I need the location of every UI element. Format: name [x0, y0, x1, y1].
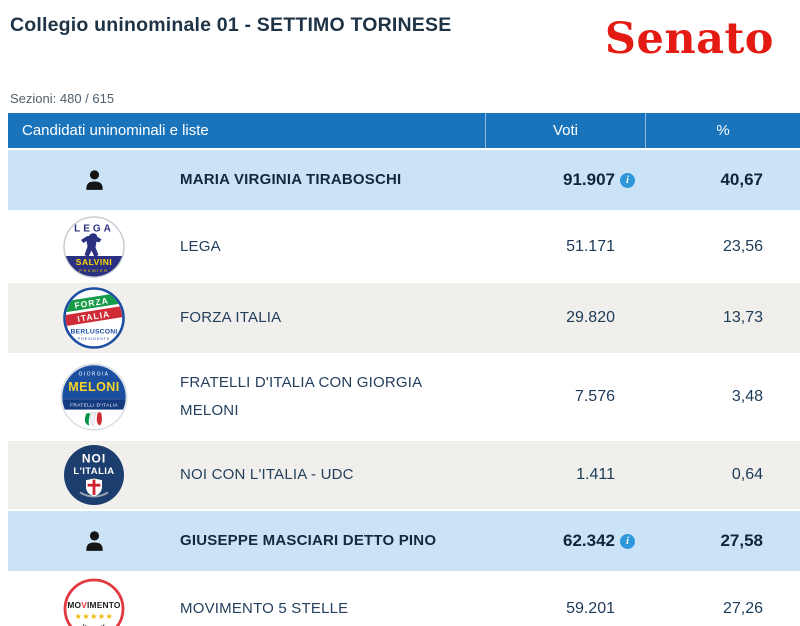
table-row-list: NOI L'ITALIA NOI CON L'ITALIA - UDC 1.41… — [8, 439, 800, 509]
lega-logo-icon: LEGA SALVINI PREMIER — [63, 215, 125, 278]
header-percent: % — [645, 113, 800, 148]
svg-text:MELONI: MELONI — [68, 380, 119, 394]
svg-text:PRESIDENTE: PRESIDENTE — [78, 337, 110, 341]
table-row-list: LEGA SALVINI PREMIER LEGA 51.171 23,56 — [8, 210, 800, 281]
sections-counter: Sezioni: 480 / 615 — [10, 91, 115, 106]
percent-value: 27,26 — [722, 599, 763, 617]
votes-value: 91.907 — [563, 170, 615, 189]
topbar: Collegio uninominale 01 - SETTIMO TORINE… — [0, 0, 800, 61]
list-name: MOVIMENTO 5 STELLE — [180, 599, 349, 617]
percent-value: 23,56 — [722, 237, 763, 255]
votes-value: 29.820 — [566, 309, 615, 326]
forza-italia-logo-icon: FORZA ITALIA BERLUSCONI PRESIDENTE — [62, 287, 126, 349]
percent-value: 13,73 — [722, 309, 763, 326]
list-name: FORZA ITALIA — [180, 309, 282, 326]
svg-text:GIORGIA: GIORGIA — [79, 372, 110, 378]
svg-text:NOI: NOI — [82, 452, 106, 466]
results-table: Candidati uninominali e liste Voti % MAR… — [8, 113, 800, 626]
fratelli-ditalia-logo-icon: GIORGIA MELONI FRATELLI D'ITALIA — [60, 363, 128, 431]
svg-text:PREMIER: PREMIER — [79, 268, 108, 273]
info-icon[interactable]: i — [620, 172, 635, 188]
page-title: Collegio uninominale 01 - SETTIMO TORINE… — [10, 14, 452, 36]
votes-value: 51.171 — [566, 237, 615, 255]
percent-value: 27,58 — [720, 531, 763, 550]
header-candidates: Candidati uninominali e liste — [22, 122, 209, 139]
svg-text:LEGA: LEGA — [74, 223, 114, 234]
votes-value: 7.576 — [574, 388, 615, 405]
arc-caption-icon — [82, 623, 106, 626]
header-votes: Voti — [485, 113, 645, 148]
percent-value: 40,67 — [720, 170, 763, 189]
candidate-name: GIUSEPPE MASCIARI DETTO PINO — [180, 532, 437, 549]
table-row-candidate: GIUSEPPE MASCIARI DETTO PINO 62.342 i 27,… — [8, 509, 800, 571]
votes-value: 1.411 — [576, 466, 615, 483]
movimento-5-stelle-logo-icon: MOVIMENTO ★★★★★ — [63, 578, 125, 626]
percent-value: 3,48 — [731, 388, 763, 405]
table-row-list: FORZA ITALIA BERLUSCONI PRESIDENTE FORZA… — [8, 281, 800, 353]
svg-text:FRATELLI D'ITALIA: FRATELLI D'ITALIA — [70, 403, 118, 409]
person-icon — [85, 530, 103, 551]
noi-con-litalia-logo-icon: NOI L'ITALIA — [64, 445, 124, 505]
list-name: FRATELLI D'ITALIA CON GIORGIA MELONI — [180, 374, 422, 419]
votes-value: 59.201 — [566, 599, 615, 617]
person-icon — [85, 169, 103, 190]
svg-text:L'ITALIA: L'ITALIA — [73, 466, 114, 477]
votes-value: 62.342 — [563, 531, 615, 550]
info-icon[interactable]: i — [620, 533, 635, 549]
table-row-list: GIORGIA MELONI FRATELLI D'ITALIA FRATELL… — [8, 353, 800, 439]
percent-value: 0,64 — [731, 466, 763, 483]
svg-text:MOVIMENTO: MOVIMENTO — [67, 600, 121, 610]
list-name: NOI CON L'ITALIA - UDC — [180, 466, 354, 483]
five-stars-icon: ★★★★★ — [75, 612, 114, 621]
svg-text:SALVINI: SALVINI — [76, 257, 112, 267]
senato-logo: Senato — [604, 14, 774, 64]
table-row-candidate: MARIA VIRGINIA TIRABOSCHI 91.907 i 40,67 — [8, 148, 800, 210]
list-name: LEGA — [180, 237, 221, 255]
tricolor-flame-icon — [84, 412, 102, 427]
svg-text:BERLUSCONI: BERLUSCONI — [71, 329, 118, 336]
table-header: Candidati uninominali e liste Voti % — [8, 113, 800, 148]
candidate-name: MARIA VIRGINIA TIRABOSCHI — [180, 171, 402, 188]
table-row-list: MOVIMENTO ★★★★★ MOVIMENTO 5 STELLE 59.20… — [8, 571, 800, 626]
